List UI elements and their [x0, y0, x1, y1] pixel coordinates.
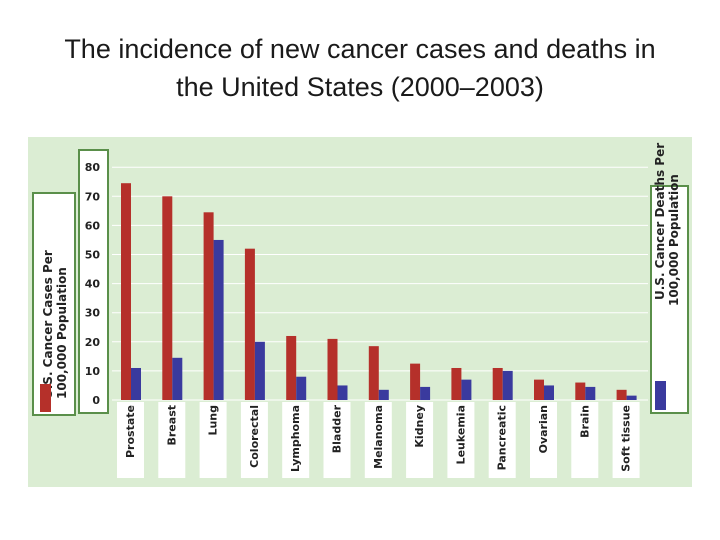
category-label: Melanoma — [372, 405, 385, 469]
category-labels: Prostate Breast Lung Colorectal Lymphoma Blad… — [117, 402, 640, 478]
title-line-2: the United States (2000–2003) — [176, 72, 544, 102]
category-label-box — [571, 402, 599, 478]
bar-cases — [162, 196, 173, 400]
y-tick-label: 20 — [85, 336, 101, 349]
category-label-box — [488, 402, 516, 478]
bar-deaths — [626, 395, 637, 400]
category-label: Bladder — [331, 404, 344, 453]
right-axis-title-line-1: U.S. Cancer Deaths Per — [653, 143, 667, 300]
bar-cases — [121, 183, 131, 400]
bar-cases — [203, 212, 214, 400]
category-label-box — [199, 402, 227, 478]
bar-deaths — [544, 385, 554, 400]
bar-cases — [575, 382, 586, 400]
title-line-1: The incidence of new cancer cases and de… — [64, 34, 656, 64]
y-tick-label: 30 — [85, 307, 101, 320]
bar-cases — [492, 367, 503, 400]
left-axis-label-panel — [32, 192, 76, 416]
category-label-box — [447, 402, 475, 478]
y-tick-label: 80 — [85, 161, 101, 174]
y-tick-labels: 80 70 60 50 40 30 20 10 0 — [85, 161, 101, 407]
bar-cases — [616, 389, 627, 400]
category-label: Lymphoma — [289, 405, 302, 472]
bar-deaths — [296, 376, 307, 400]
left-legend-swatch — [40, 384, 51, 412]
category-label-box — [364, 402, 392, 478]
category-label-box — [240, 402, 268, 478]
y-tick-label: 50 — [85, 249, 101, 262]
bar-cases — [244, 248, 255, 400]
category-label-box — [117, 402, 144, 478]
left-axis-title-line-1: U.S. Cancer Cases Per — [41, 250, 55, 399]
bar-cases — [368, 346, 379, 400]
bar-cases — [451, 367, 462, 400]
y-tick-label: 10 — [85, 365, 101, 378]
bar-deaths — [213, 239, 224, 400]
category-label-box — [282, 402, 310, 478]
bar-deaths — [420, 386, 431, 400]
bar-deaths — [461, 379, 472, 400]
category-label: Ovarian — [537, 405, 550, 453]
category-label-box — [530, 402, 557, 478]
slide-title: The incidence of new cancer cases and de… — [20, 30, 700, 106]
bar-deaths — [378, 389, 389, 400]
category-label: Leukemia — [454, 405, 467, 464]
category-label: Breast — [165, 405, 178, 446]
bar-cases — [286, 335, 297, 400]
bar-cases — [327, 338, 338, 400]
category-label: Colorectal — [248, 405, 261, 468]
y-tick-label: 60 — [85, 219, 101, 232]
bar-cases — [534, 379, 544, 400]
y-tick-label: 0 — [92, 394, 100, 407]
category-label-box — [158, 402, 186, 478]
bars — [121, 183, 637, 400]
bar-deaths — [502, 370, 513, 400]
category-label: Brain — [578, 405, 591, 438]
left-axis-title-line-2: 100,000 Population — [55, 267, 69, 399]
y-tick-label: 70 — [85, 190, 101, 203]
category-label-box — [406, 402, 434, 478]
bar-deaths — [337, 385, 348, 400]
bar-cases — [410, 363, 421, 400]
bar-deaths — [131, 367, 141, 400]
y-tick-label: 40 — [85, 278, 101, 291]
bar-deaths — [585, 386, 596, 400]
bar-deaths — [172, 357, 183, 400]
category-label-box — [612, 402, 640, 478]
right-axis-label-panel — [650, 185, 689, 414]
category-label: Lung — [207, 405, 220, 436]
category-label: Soft tissue — [620, 405, 633, 472]
right-legend-swatch — [655, 381, 666, 410]
category-label-box — [323, 402, 351, 478]
bar-deaths — [254, 341, 265, 400]
right-axis-title-line-2: 100,000 Population — [667, 174, 681, 306]
category-label: Pancreatic — [496, 405, 509, 470]
tick-label-panel — [78, 149, 109, 414]
category-label: Kidney — [413, 405, 426, 448]
category-label: Prostate — [124, 405, 137, 458]
